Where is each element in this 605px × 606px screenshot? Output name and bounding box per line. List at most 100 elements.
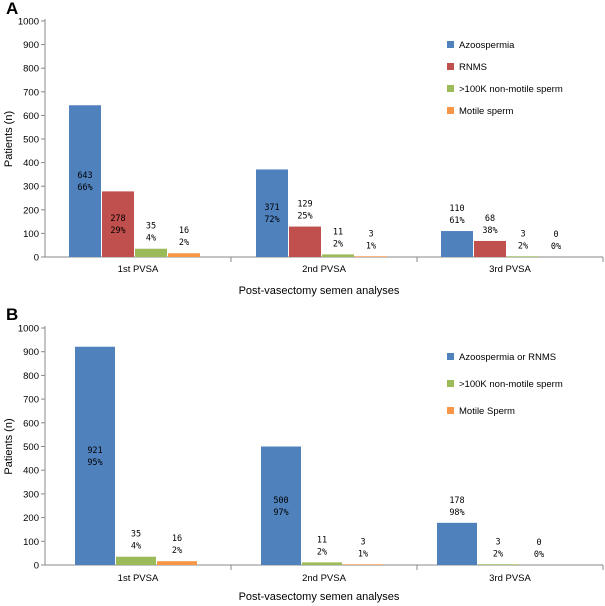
y-tick-label: 500 [23,135,39,146]
legend-swatch [447,63,454,70]
y-tick-label: 700 [23,87,39,98]
y-axis-title: Patients (n) [3,111,15,167]
legend-label: Azoospermia or RNMS [459,352,556,363]
data-label-count: 110 [449,204,464,214]
data-label-count: 921 [87,446,102,456]
x-tick-label: 2nd PVSA [302,573,346,584]
legend-swatch [447,353,454,360]
y-tick-label: 600 [23,418,39,429]
data-label-percent: 1% [358,549,368,559]
data-label-percent: 2% [493,549,503,559]
data-label-percent: 4% [131,542,141,552]
bar [157,561,197,565]
y-tick-label: 1000 [18,17,39,28]
data-label-count: 500 [273,496,288,506]
panel-letter: A [6,0,18,18]
bar [474,240,506,257]
data-label-percent: 29% [110,226,125,236]
chart-panel-a: A 0 100 200 300 400 500 600 700 800 900 1000 1st PVS… [3,0,604,297]
data-label-percent: 98% [449,508,464,518]
data-label-count: 3 [368,229,373,239]
data-label-percent: 2% [333,239,343,249]
data-label-count: 68 [485,214,495,224]
legend-swatch [447,380,454,387]
data-label-count: 278 [110,214,125,224]
legend-label: Motile Sperm [459,406,515,417]
data-label-percent: 1% [366,241,376,251]
data-label-count: 0 [536,538,541,548]
y-tick-label: 400 [23,466,39,477]
bar [289,226,321,257]
data-label-percent: 61% [449,216,464,226]
legend-label: >100K non-motile sperm [459,84,563,95]
y-tick-label: 600 [23,111,39,122]
bar [75,346,115,565]
legend-swatch [447,107,454,114]
bar [102,191,134,257]
bar [478,564,518,565]
data-label-percent: 0% [534,550,544,560]
data-label-percent: 38% [482,226,497,236]
bar [507,256,539,257]
bar [355,256,387,257]
data-label-count: 3 [360,537,365,547]
x-axis-title: Post-vasectomy semen analyses [239,285,400,297]
y-tick-label: 200 [23,205,39,216]
bar [261,446,301,565]
bar [441,231,473,257]
bar [168,253,200,257]
legend-label: RNMS [459,62,487,73]
bar [69,105,101,257]
panel-letter: B [6,305,18,324]
y-tick-label: 800 [23,64,39,75]
data-label-percent: 95% [87,458,102,468]
y-tick-label: 200 [23,513,39,524]
y-tick-label: 0 [34,561,39,572]
legend: Azoospermia or RNMS >100K non-motile sper… [447,352,563,417]
data-label-count: 178 [449,496,464,506]
bar [302,562,342,565]
data-label-percent: 97% [273,508,288,518]
data-label-percent: 2% [172,546,182,556]
y-tick-label: 1000 [18,324,39,335]
legend-swatch [447,407,454,414]
data-label-count: 643 [77,171,92,181]
data-label-percent: 25% [297,212,312,222]
legend-swatch [447,85,454,92]
data-label-count: 35 [146,222,156,232]
data-label-count: 16 [179,226,189,236]
data-label-count: 3 [520,229,525,239]
y-tick-label: 100 [23,229,39,240]
x-tick-label: 3rd PVSA [489,573,531,584]
data-label-count: 35 [131,530,141,540]
chart-panel-b: B 0 100 200 300 400 500 600 700 800 900 1000 1st PVS… [3,305,604,603]
data-label-count: 3 [495,537,500,547]
y-axis-title: Patients (n) [3,418,15,474]
bar [135,248,167,257]
bar [343,564,383,565]
y-tick-label: 800 [23,371,39,382]
x-axis-title: Post-vasectomy semen analyses [239,591,400,603]
legend-label: Azoospermia [459,40,515,51]
legend: Azoospermia RNMS >100K non-motile sperm Mot… [447,40,563,117]
legend-label: >100K non-motile sperm [459,379,563,390]
data-label-count: 11 [317,535,327,545]
data-label-percent: 2% [518,241,528,251]
y-tick-label: 900 [23,347,39,358]
data-label-count: 16 [172,534,182,544]
data-label-count: 0 [553,230,558,240]
data-label-count: 129 [297,200,312,210]
data-label-percent: 2% [179,238,189,248]
x-tick-label: 2nd PVSA [302,264,346,275]
legend-swatch [447,41,454,48]
legend-label: Motile sperm [459,106,513,117]
y-tick-label: 700 [23,395,39,406]
y-tick-label: 400 [23,158,39,169]
data-label-percent: 0% [551,242,561,252]
y-tick-label: 900 [23,40,39,51]
y-tick-label: 100 [23,537,39,548]
data-label-percent: 2% [317,547,327,557]
bar [116,556,156,565]
bar [322,254,354,257]
